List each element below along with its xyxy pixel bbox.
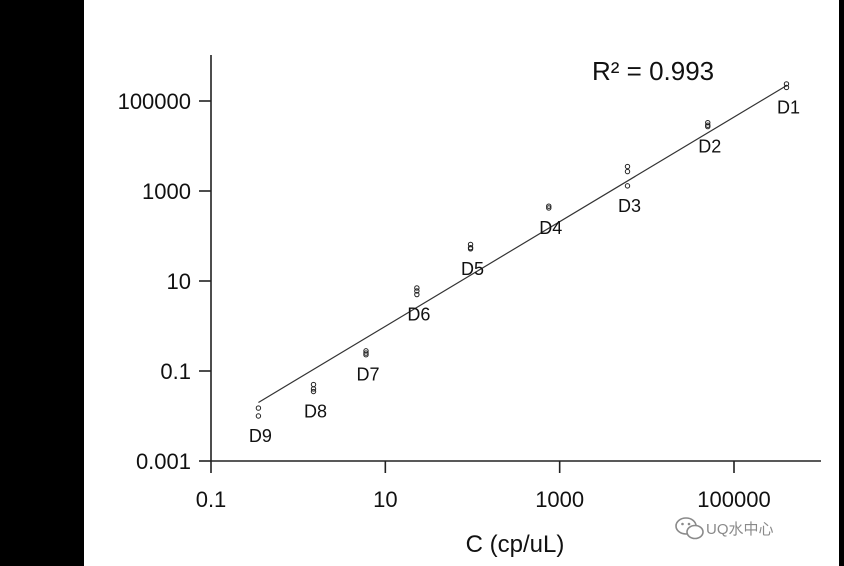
- point-label: D4: [539, 218, 562, 238]
- data-point: [310, 381, 317, 388]
- point-label: D8: [304, 402, 327, 422]
- y-tick-label: 1000: [142, 179, 191, 204]
- point-label: D2: [698, 137, 721, 157]
- point-label: D3: [618, 196, 641, 216]
- x-tick-label: 100000: [697, 487, 770, 512]
- watermark: UQ水中心: [675, 517, 774, 540]
- point-label: D5: [461, 259, 484, 279]
- point-label: D7: [356, 365, 379, 385]
- wechat-icon: [675, 517, 704, 540]
- data-point: [624, 183, 631, 189]
- data-point: [783, 84, 790, 91]
- x-tick-label: 0.1: [196, 487, 227, 512]
- data-point: [255, 413, 262, 419]
- data-point: [310, 386, 317, 392]
- point-label: D9: [249, 426, 272, 446]
- axes: [210, 55, 821, 462]
- y-tick-label: 100000: [118, 89, 191, 114]
- data-point: [255, 405, 262, 411]
- point-label: D1: [777, 97, 800, 117]
- data-point: [310, 388, 317, 395]
- y-tick-label: 0.1: [160, 359, 191, 384]
- data-point: [624, 168, 631, 175]
- points-group: D1 D2 D3 D4 D5 D6 D7 D8 D9: [249, 81, 800, 446]
- data-point: [467, 246, 474, 252]
- point-label: D6: [407, 305, 430, 325]
- data-point: [414, 291, 420, 298]
- data-point: [783, 81, 790, 87]
- r-squared-annotation: R² = 0.993: [592, 56, 714, 86]
- data-point: [624, 163, 631, 170]
- watermark-text: UQ水中心: [706, 521, 774, 538]
- y-tick-label: 0.001: [136, 449, 191, 474]
- data-point: [363, 348, 369, 354]
- x-tick-label: 1000: [535, 487, 584, 512]
- data-point: [546, 203, 552, 209]
- data-point: [363, 352, 369, 358]
- data-point: [414, 288, 420, 294]
- fit-line: [258, 85, 787, 403]
- x-axis-label: C (cp/uL): [466, 531, 565, 558]
- data-point: [414, 285, 420, 291]
- data-point: [546, 205, 552, 211]
- data-point: [705, 123, 711, 130]
- fit-line-group: [258, 85, 787, 403]
- data-point: [363, 350, 369, 356]
- x-tick-label: 10: [373, 487, 397, 512]
- y-tick-label: 10: [167, 269, 191, 294]
- chart-canvas: 0.001 0.1 10 1000 100000 0.1 10 1000 100000 D1 D2…: [84, 0, 839, 566]
